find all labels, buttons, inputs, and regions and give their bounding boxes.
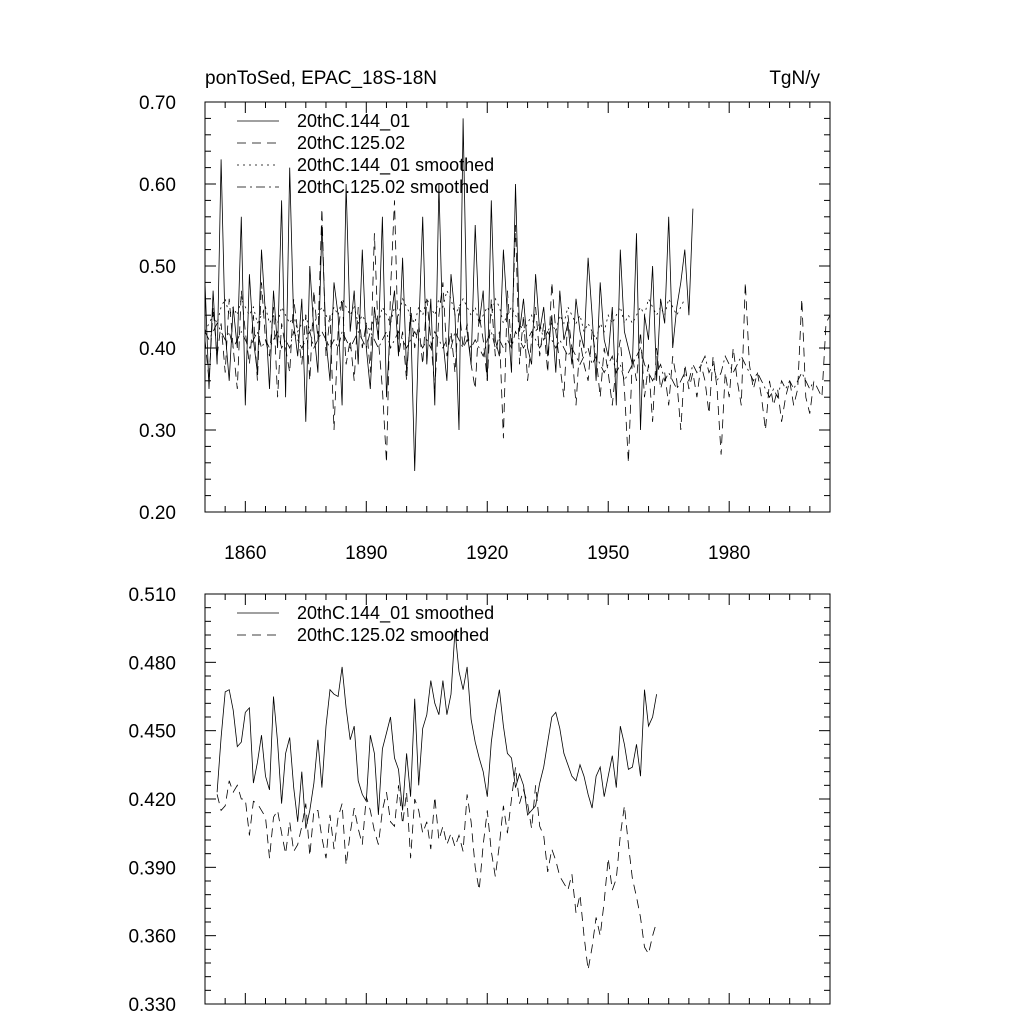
top-series-20thc-125-02: [204, 200, 831, 463]
top-ytick-label: 0.70: [139, 93, 176, 114]
bottom-panel: 0.330 0.360 0.390 0.420 0.450 0.480 0.510 20th…: [128, 585, 831, 1016]
top-panel-series-layer: [204, 118, 831, 472]
top-panel-ticks: 0.20 0.30 0.40 0.50 0.60 0.70 1860 1890 1920 1950…: [139, 93, 831, 564]
top-xtick-label: 1950: [587, 543, 629, 564]
top-xtick-label: 1860: [224, 543, 266, 564]
top-ytick-label: 0.20: [139, 503, 176, 524]
bottom-legend-label: 20thC.125.02 smoothed: [297, 625, 489, 645]
top-ytick-label: 0.30: [139, 421, 176, 442]
bottom-panel-ticks: 0.330 0.360 0.390 0.420 0.450 0.480 0.510: [128, 585, 831, 1016]
bottom-ytick-label: 0.360: [128, 927, 176, 948]
bottom-ytick-label: 0.390: [128, 858, 176, 879]
bottom-series-20thc-125-02-smoothed: [216, 767, 657, 970]
top-ytick-label: 0.50: [139, 257, 176, 278]
bottom-ytick-label: 0.450: [128, 722, 176, 743]
top-panel-title-left: ponToSed, EPAC_18S-18N: [205, 68, 437, 89]
bottom-panel-axis-frame: [204, 593, 831, 1005]
top-ytick-label: 0.60: [139, 175, 176, 196]
top-xtick-label: 1890: [345, 543, 387, 564]
top-series-20thc-144-01: [204, 118, 694, 472]
bottom-ytick-label: 0.510: [128, 585, 176, 606]
bottom-ytick-label: 0.480: [128, 653, 176, 674]
top-panel-title-right: TgN/y: [769, 68, 820, 89]
top-legend-label: 20thC.125.02 smoothed: [297, 177, 489, 197]
top-legend-label: 20thC.125.02: [297, 133, 405, 153]
bottom-ytick-label: 0.420: [128, 790, 176, 811]
top-panel: ponToSed, EPAC_18S-18N TgN/y 0.20 0.30 0.4…: [139, 68, 831, 564]
top-panel-axis-frame: [204, 101, 831, 513]
top-ytick-label: 0.40: [139, 339, 176, 360]
top-xtick-label: 1980: [708, 543, 750, 564]
top-series-20thc-125-02-smoothed: [204, 322, 815, 399]
bottom-panel-series-layer: [216, 630, 657, 970]
top-xtick-label: 1920: [466, 543, 508, 564]
bottom-legend-label: 20thC.144_01 smoothed: [297, 603, 494, 624]
bottom-series-20thc-144-01-smoothed: [216, 630, 657, 829]
bottom-ytick-label: 0.330: [128, 995, 176, 1016]
top-legend-label: 20thC.144_01: [297, 111, 410, 132]
top-legend-label: 20thC.144_01 smoothed: [297, 155, 494, 176]
